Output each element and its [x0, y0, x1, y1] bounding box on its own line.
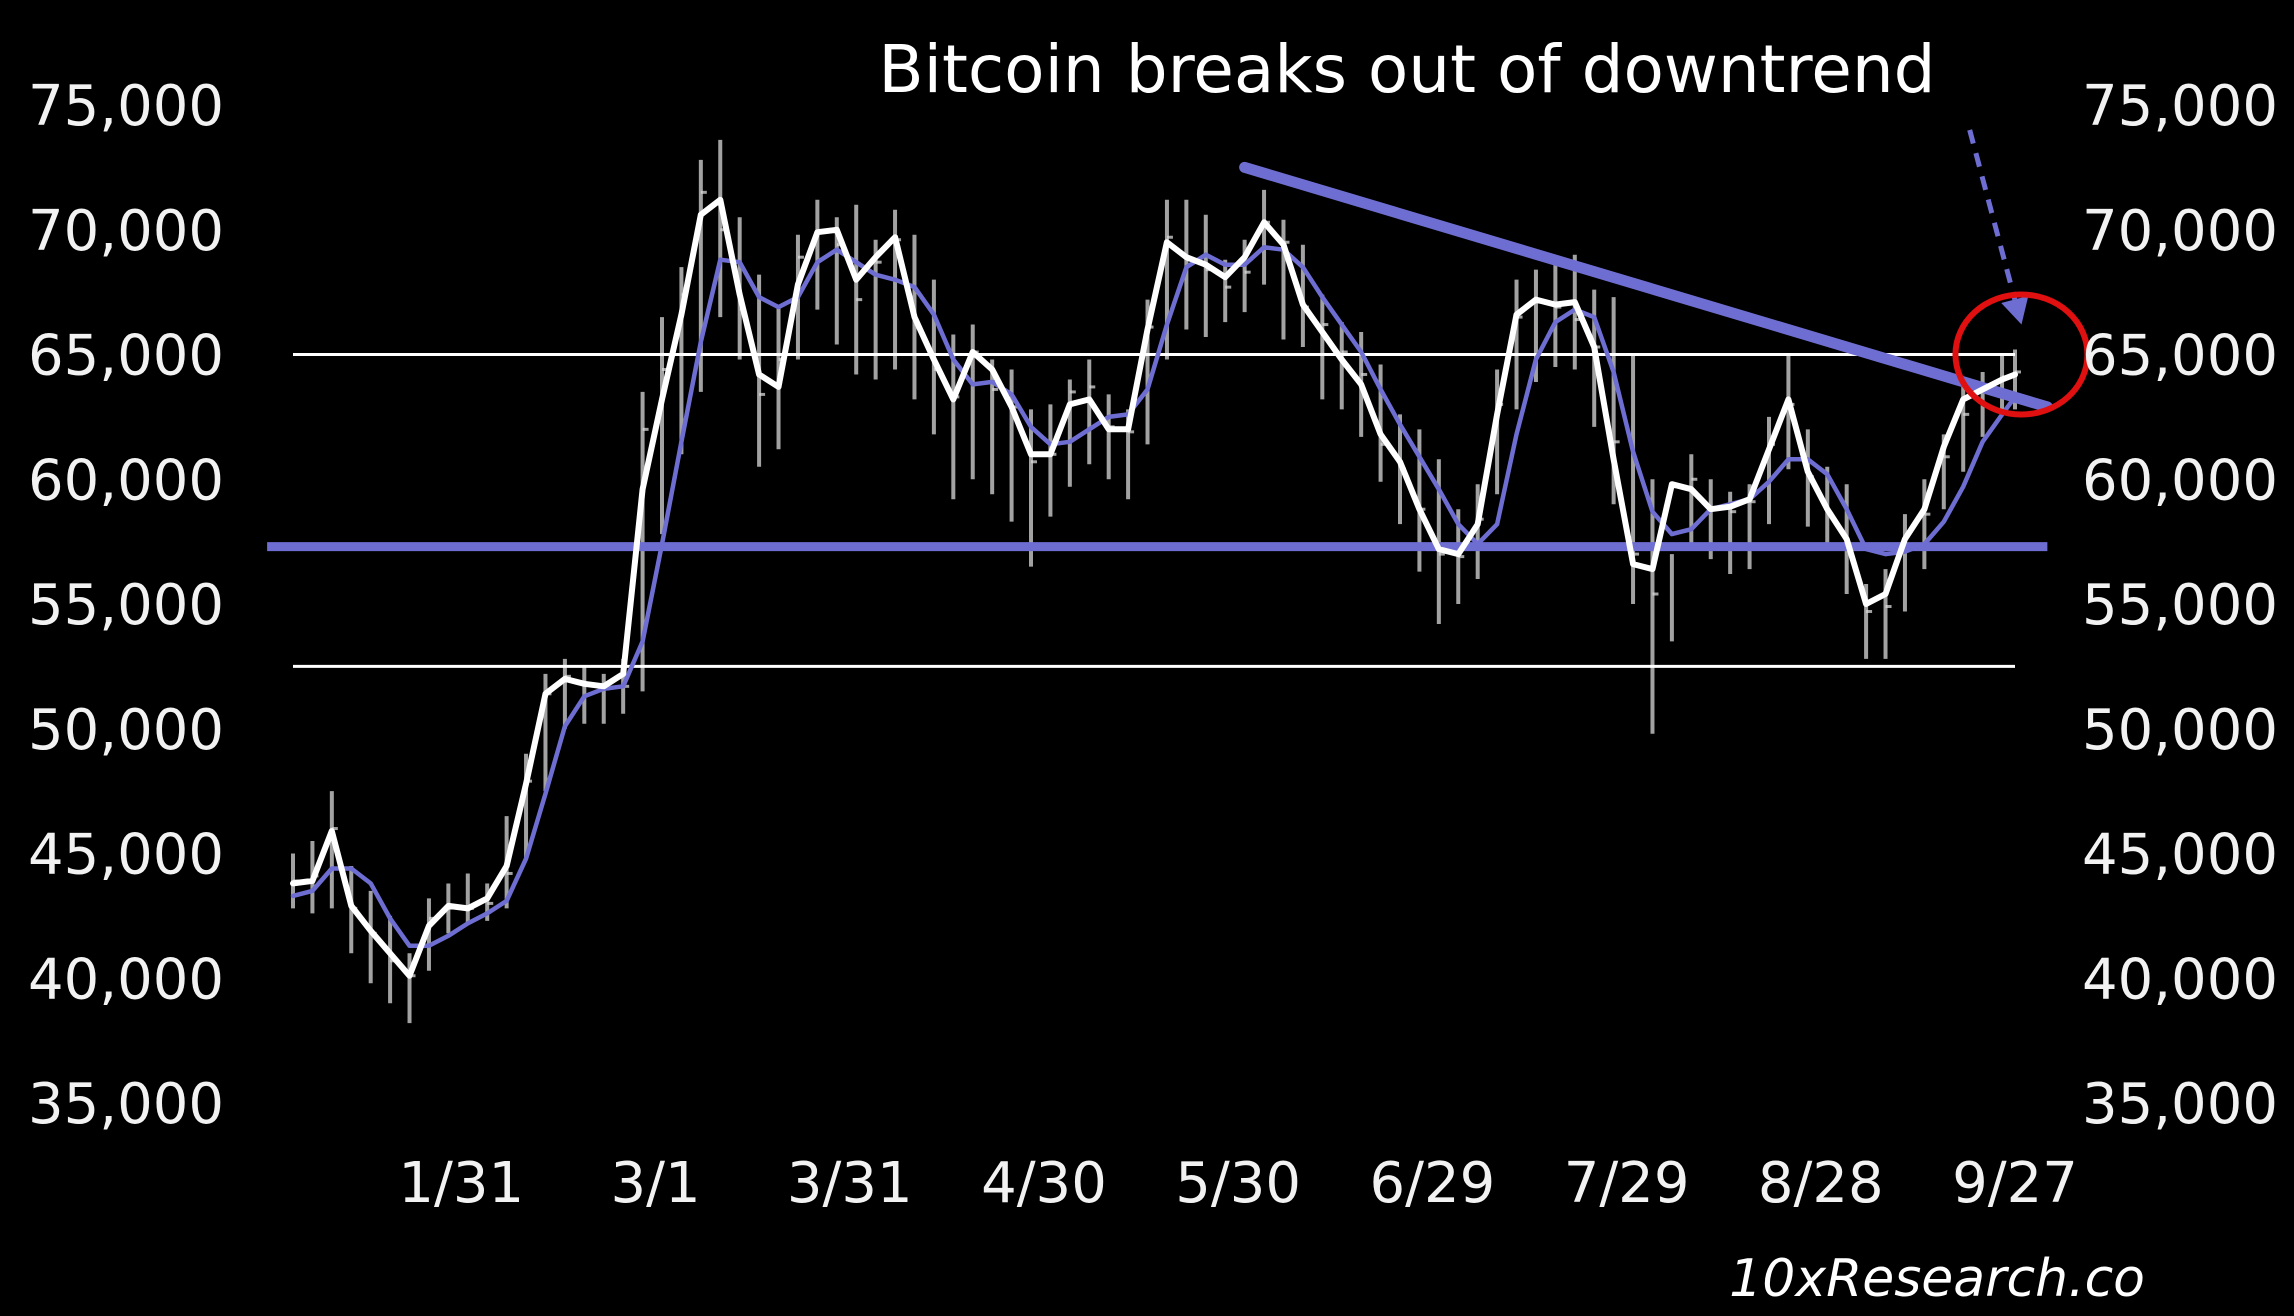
reference-lines [267, 161, 2053, 668]
x-tick-label: 1/31 [398, 1151, 524, 1216]
y-tick-label-right: 40,000 [2082, 947, 2278, 1012]
x-axis: 1/31 3/1 3/31 4/30 5/30 6/29 7/29 8/28 9/27 [398, 1151, 2077, 1216]
y-tick-label-left: 60,000 [28, 448, 224, 513]
x-tick-label: 8/28 [1758, 1151, 1884, 1216]
y-tick-label-left: 35,000 [28, 1072, 224, 1137]
y-tick-label-left: 75,000 [28, 74, 224, 139]
x-tick-label: 6/29 [1369, 1151, 1495, 1216]
arrow-head-icon [2001, 295, 2029, 325]
x-tick-label: 4/30 [981, 1151, 1107, 1216]
y-axis-left: 75,000 70,000 65,000 60,000 55,000 50,000 45,0… [28, 74, 224, 1137]
y-tick-label-right: 70,000 [2082, 199, 2278, 264]
y-tick-label-right: 75,000 [2082, 74, 2278, 139]
y-axis-right: 75,000 70,000 65,000 60,000 55,000 50,000 45,0… [2082, 74, 2278, 1137]
short-moving-average-line [290, 196, 2018, 979]
dashed-arrow-shaft [1967, 129, 2018, 301]
x-tick-label: 9/27 [1952, 1151, 2078, 1216]
y-tick-label-left: 65,000 [28, 324, 224, 389]
x-tick-label: 3/1 [610, 1151, 700, 1216]
watermark: 10xResearch.co [1729, 1249, 2145, 1309]
y-tick-label-right: 60,000 [2082, 448, 2278, 513]
y-tick-label-left: 40,000 [28, 947, 224, 1012]
y-tick-label-right: 55,000 [2082, 573, 2278, 638]
x-tick-label: 5/30 [1175, 1151, 1301, 1216]
moving-average-lines [290, 196, 2018, 979]
annotations [1952, 129, 2091, 418]
y-tick-label-right: 45,000 [2082, 823, 2278, 888]
y-tick-label-left: 45,000 [28, 823, 224, 888]
price-bars [291, 139, 2021, 1024]
y-tick-label-left: 70,000 [28, 199, 224, 264]
x-tick-label: 7/29 [1564, 1151, 1690, 1216]
long-moving-average-line [290, 244, 2018, 949]
y-tick-label-right: 65,000 [2082, 324, 2278, 389]
x-tick-label: 3/31 [787, 1151, 913, 1216]
y-tick-label-right: 50,000 [2082, 698, 2278, 763]
highlight-circle [1952, 291, 2091, 418]
y-tick-label-right: 35,000 [2082, 1072, 2278, 1137]
y-tick-label-left: 50,000 [28, 698, 224, 763]
y-tick-label-left: 55,000 [28, 573, 224, 638]
downtrend-line [1239, 161, 2053, 413]
chart-title: Bitcoin breaks out of downtrend [878, 31, 1935, 108]
